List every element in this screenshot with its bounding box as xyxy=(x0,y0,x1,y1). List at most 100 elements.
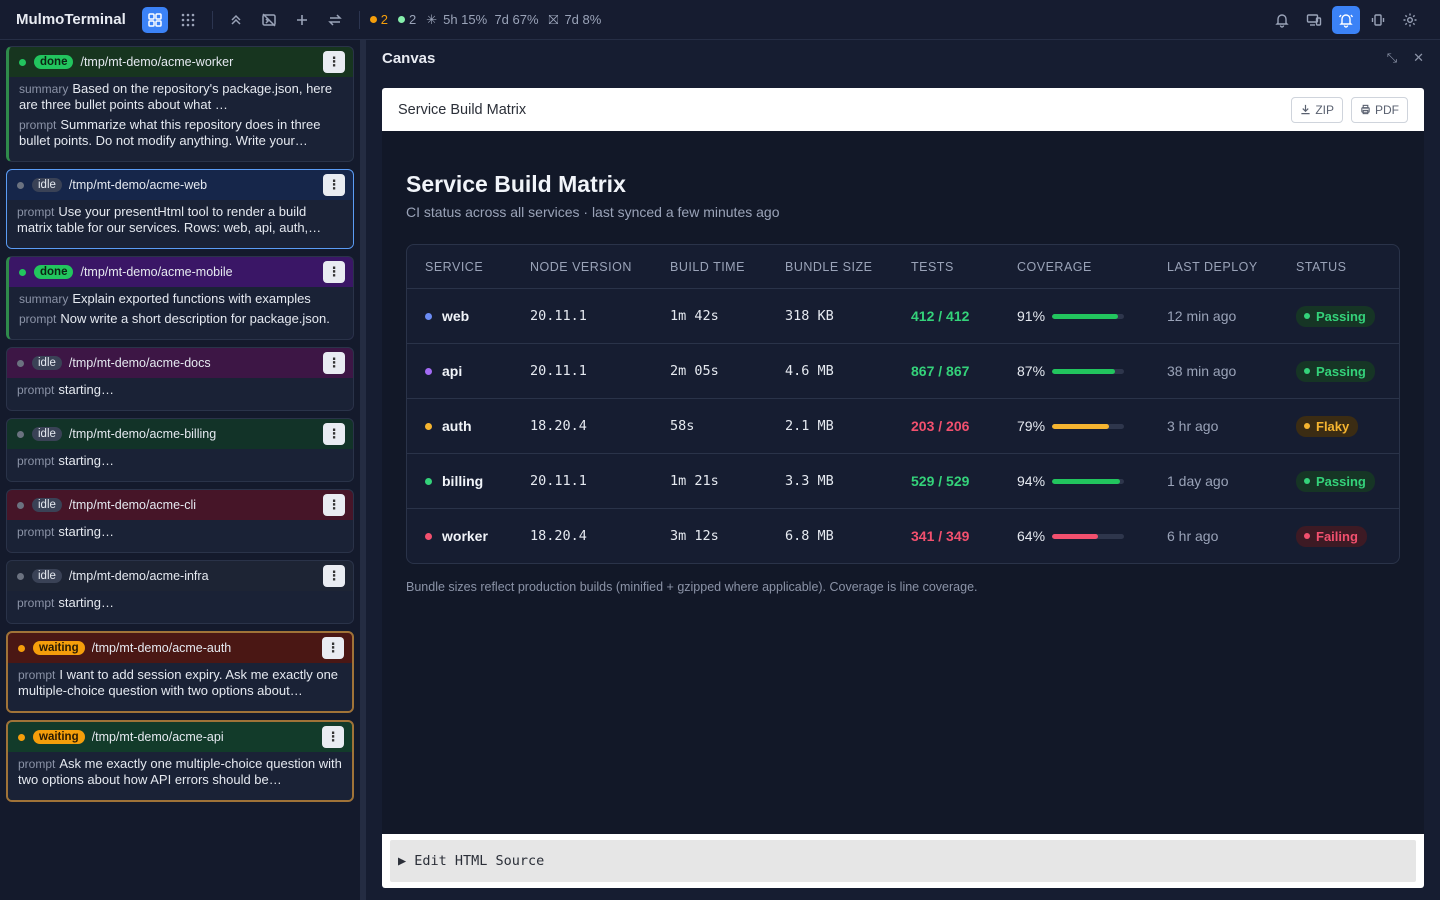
status-dot-icon xyxy=(17,181,24,189)
prompt-label: prompt xyxy=(19,312,57,326)
grid-view-icon[interactable] xyxy=(141,6,168,33)
prompt-label: prompt xyxy=(17,454,55,468)
session-card[interactable]: waiting /tmp/mt-demo/acme-auth ⋮ prompt I… xyxy=(6,631,354,713)
status-badge: idle xyxy=(32,356,62,370)
session-sidebar: done /tmp/mt-demo/acme-worker ⋮ summary B… xyxy=(0,40,360,900)
session-summary: summary Based on the repository's package… xyxy=(19,81,343,113)
status-badge: idle xyxy=(32,498,62,512)
coverage-bar xyxy=(1052,423,1124,429)
session-card-body: prompt starting… xyxy=(7,591,353,623)
prompt-text: starting… xyxy=(58,524,114,539)
session-card[interactable]: idle /tmp/mt-demo/acme-billing ⋮ prompt s… xyxy=(6,418,354,482)
matrix-subheading: CI status across all services · last syn… xyxy=(406,204,780,220)
usage-7d-secondary: 7d 8% xyxy=(564,12,602,27)
canvas-actions: ⤡ ✕ xyxy=(1371,50,1424,66)
status-dot-icon xyxy=(17,572,24,580)
prompt-label: prompt xyxy=(17,525,55,539)
more-menu-icon[interactable]: ⋮ xyxy=(322,726,344,748)
coverage-bar-fill xyxy=(1052,313,1118,319)
status-cell: Passing xyxy=(1296,470,1396,492)
more-menu-icon[interactable]: ⋮ xyxy=(323,261,345,283)
more-menu-icon[interactable]: ⋮ xyxy=(323,494,345,516)
status-cell: Passing xyxy=(1296,360,1396,382)
dense-grid-icon[interactable] xyxy=(175,7,201,33)
usage-stat: ✳ 5h 15% 7d 67% xyxy=(426,12,538,28)
column-header: TESTS xyxy=(911,259,954,274)
print-icon xyxy=(1361,104,1370,115)
session-card-header: idle /tmp/mt-demo/acme-cli ⋮ xyxy=(7,490,353,520)
canvas-title: Canvas xyxy=(382,49,436,67)
devices-icon[interactable] xyxy=(1300,6,1328,34)
download-icon xyxy=(1301,104,1310,115)
service-cell: auth xyxy=(407,418,530,434)
session-card[interactable]: idle /tmp/mt-demo/acme-docs ⋮ prompt star… xyxy=(6,347,354,411)
status-dot-icon xyxy=(18,733,25,741)
build-time-cell: 2m 05s xyxy=(670,363,719,379)
status-badge: idle xyxy=(32,178,62,192)
table-row: web 20.11.1 1m 42s 318 KB 412 / 412 91% 12 min… xyxy=(407,288,1399,343)
collapse-up-icon[interactable] xyxy=(223,7,249,33)
session-prompt: prompt Ask me exactly one multiple-choice… xyxy=(18,756,342,788)
session-card-header: done /tmp/mt-demo/acme-mobile ⋮ xyxy=(9,257,353,287)
coverage-cell: 91% xyxy=(1017,308,1167,324)
session-card[interactable]: idle /tmp/mt-demo/acme-infra ⋮ prompt sta… xyxy=(6,560,354,624)
zip-download-button[interactable]: ZIP xyxy=(1291,96,1343,123)
session-card-body: prompt Use your presentHtml tool to rende… xyxy=(7,200,353,248)
prompt-text: Summarize what this repository does in t… xyxy=(19,117,321,148)
waiting-count: 2 xyxy=(369,12,388,27)
toolbar-divider xyxy=(211,10,213,29)
service-cell: web xyxy=(407,308,530,324)
session-path: /tmp/mt-demo/acme-worker xyxy=(80,55,234,69)
status-text: Passing xyxy=(1316,363,1366,379)
service-name: billing xyxy=(442,473,484,489)
build-time-cell: 3m 12s xyxy=(670,528,719,544)
add-icon[interactable] xyxy=(289,7,315,33)
bundle-size-cell: 6.8 MB xyxy=(785,528,834,544)
coverage-bar xyxy=(1052,533,1124,539)
session-card[interactable]: done /tmp/mt-demo/acme-mobile ⋮ summary E… xyxy=(6,256,354,340)
terminal-off-icon[interactable] xyxy=(256,7,282,33)
edit-source-toggle[interactable]: ▶ Edit HTML Source xyxy=(390,840,1416,882)
document-toolbar: Service Build Matrix ZIP PDF xyxy=(382,88,1424,131)
session-card[interactable]: idle /tmp/mt-demo/acme-cli ⋮ prompt start… xyxy=(6,489,354,553)
status-pill: Passing xyxy=(1296,305,1375,327)
collapse-icon[interactable]: ⤡ xyxy=(1386,50,1398,65)
panel-resize-handle[interactable] xyxy=(360,40,366,900)
more-menu-icon[interactable]: ⋮ xyxy=(323,423,345,445)
status-text: Failing xyxy=(1316,528,1358,544)
more-menu-icon[interactable]: ⋮ xyxy=(323,565,345,587)
status-dot-icon xyxy=(19,58,26,66)
prompt-label: prompt xyxy=(17,596,55,610)
usage-5h: 5h 15% xyxy=(443,12,488,27)
prompt-text: Use your presentHtml tool to render a bu… xyxy=(17,204,322,235)
gear-icon[interactable] xyxy=(1396,6,1424,34)
close-icon[interactable]: ✕ xyxy=(1413,50,1424,65)
more-menu-icon[interactable]: ⋮ xyxy=(323,174,345,196)
more-menu-icon[interactable]: ⋮ xyxy=(322,637,344,659)
status-dot-icon xyxy=(1304,313,1310,319)
session-card[interactable]: done /tmp/mt-demo/acme-worker ⋮ summary B… xyxy=(6,46,354,162)
sparkle-icon: ✳ xyxy=(426,11,438,27)
last-deploy-cell: 1 day ago xyxy=(1167,473,1229,489)
prompt-label: prompt xyxy=(17,205,55,219)
vibrate-icon[interactable] xyxy=(1364,6,1392,34)
session-card[interactable]: waiting /tmp/mt-demo/acme-api ⋮ prompt As… xyxy=(6,720,354,802)
edit-source-panel: ▶ Edit HTML Source xyxy=(382,834,1424,888)
prompt-label: prompt xyxy=(18,668,56,682)
swap-icon[interactable] xyxy=(322,7,348,33)
coverage-value: 94% xyxy=(1017,473,1046,489)
top-bar: MulmoTerminal 2 2 ✳ 5h 15% 7d 67% ⛝ 7d 8% xyxy=(0,0,1440,40)
more-menu-icon[interactable]: ⋮ xyxy=(323,51,345,73)
session-card[interactable]: idle /tmp/mt-demo/acme-web ⋮ prompt Use y… xyxy=(6,169,354,249)
status-pill: Passing xyxy=(1296,470,1375,492)
summary-text: Based on the repository's package.json, … xyxy=(19,81,333,112)
bell-icon[interactable] xyxy=(1268,6,1296,34)
document-title: Service Build Matrix xyxy=(398,101,527,118)
more-menu-icon[interactable]: ⋮ xyxy=(323,352,345,374)
session-card-body: summary Explain exported functions with e… xyxy=(9,287,353,339)
service-dot-icon xyxy=(425,367,432,375)
session-card-body: prompt starting… xyxy=(7,449,353,481)
pdf-export-button[interactable]: PDF xyxy=(1351,96,1408,123)
alarm-bell-icon[interactable] xyxy=(1332,5,1360,34)
coverage-bar-fill xyxy=(1052,368,1115,374)
